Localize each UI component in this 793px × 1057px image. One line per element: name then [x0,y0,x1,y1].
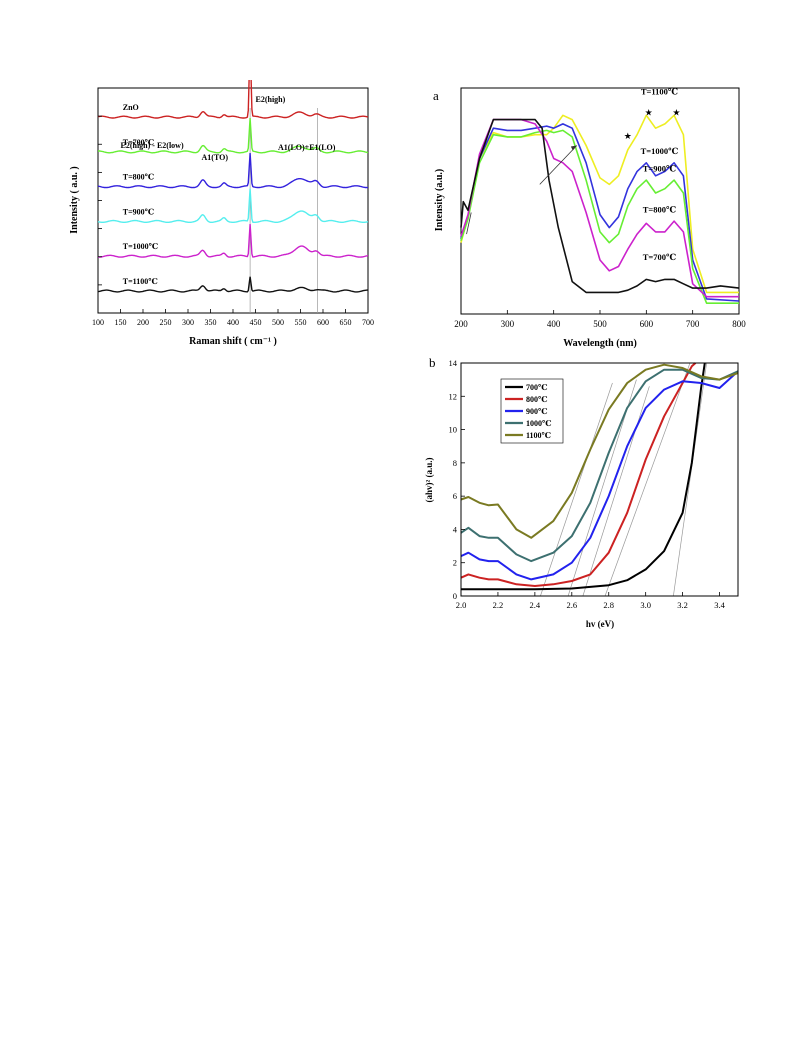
tauc-y-tick-label: 12 [449,391,458,401]
tauc-y-tick-label: 2 [453,558,457,568]
raman-series-t-1100 [97,276,368,293]
absorbance-peak-star: ★ [672,107,680,117]
tauc-y-tick-label: 8 [453,458,457,468]
tauc-plot-frame [460,362,739,597]
raman-x-tick-label: 550 [295,318,307,327]
tauc-series-900 [460,370,739,581]
tauc-y-tick-label: 4 [453,524,458,534]
tauc-y-tick-label: 0 [453,591,457,601]
tauc-y-tick-label: 10 [449,425,458,435]
raman-x-tick-label: 250 [160,318,172,327]
absorbance-plot: a T=1100℃ T=1000℃ T=900℃ T=800℃ T=700℃ ★ ★ ★ 20… [433,86,746,349]
absorbance-trend-arrow [466,212,472,235]
raman-chart: ZnO T=700℃ T=800℃ T=900℃ T=1000℃ T=1100℃ E2(hi… [60,41,380,360]
tauc-chart: b 700℃ 800℃ 900℃ 1000℃ 1100℃ 2.0 2.2 2.4 2.6 2.8… [424,355,755,635]
absorbance-series-t-700 [460,118,740,294]
absorbance-series-t-1100 [460,114,739,294]
raman-series-label: T=1000℃ [123,242,159,251]
raman-series-t-900 [97,188,369,223]
tauc-plot: b 700℃ 800℃ 900℃ 1000℃ 1100℃ 2.0 2.2 2.4 2.6 2.8… [424,355,739,629]
panel-label-b: b [429,355,436,370]
absorbance-peak-star: ★ [624,131,632,141]
tauc-legend-label: 1100℃ [526,431,552,440]
absorbance-y-axis-label: Intensity (a.u.) [434,169,445,232]
tauc-x-tick-label: 2.8 [603,600,614,610]
absorbance-x-axis-label: Wavelength (nm) [563,338,637,349]
tauc-tangent-line [673,362,707,597]
absorbance-series-label: T=700℃ [643,252,676,262]
tauc-series-1100 [460,363,739,539]
raman-series-label: T=700℃ [123,138,155,147]
raman-x-tick-label: 100 [92,318,104,327]
raman-series-t-1000 [98,224,369,258]
raman-series-label: T=900℃ [123,207,155,216]
raman-x-tick-label: 300 [182,318,194,327]
tauc-tangent-line [582,386,650,597]
tauc-series-700 [461,362,706,591]
raman-series-t-800 [97,152,369,189]
absorbance-series-t-900 [460,129,739,304]
raman-peak-label: E2(high) - E2(low) [121,141,184,150]
absorbance-series-t-1000 [460,123,740,302]
raman-y-axis-label: Intensity ( a.u. ) [69,166,80,234]
raman-peak-label: E2(high) [256,95,286,104]
tauc-y-tick-label: 14 [449,358,458,368]
absorbance-x-tick-label: 300 [501,319,515,329]
tauc-x-tick-label: 2.6 [566,600,577,610]
tauc-x-tick-label: 2.0 [456,600,467,610]
absorbance-x-tick-label: 500 [593,319,607,329]
tauc-y-axis-label: (ahv)² (a.u.) [425,458,434,503]
raman-series-label: T=800℃ [123,173,155,182]
absorbance-x-tick-label: 200 [454,319,468,329]
raman-x-tick-label: 500 [272,318,284,327]
absorbance-x-tick-label: 400 [547,319,561,329]
raman-x-tick-label: 350 [205,318,217,327]
tauc-tangent-line [540,382,613,597]
absorbance-x-tick-label: 800 [732,319,746,329]
raman-x-tick-label: 650 [340,318,352,327]
raman-x-tick-label: 700 [362,318,374,327]
raman-x-tick-label: 400 [227,318,239,327]
raman-x-tick-label: 450 [250,318,262,327]
tauc-legend-label: 700℃ [526,383,548,392]
absorbance-peak-star: ★ [645,107,653,117]
raman-series-zno [97,41,369,119]
absorbance-series-label: T=900℃ [643,163,676,173]
tauc-x-tick-label: 2.2 [493,600,504,610]
absorbance-series-label: T=1100℃ [641,86,678,96]
raman-x-axis-label: Raman shift ( cm⁻¹ ) [189,336,277,347]
tauc-x-tick-label: 3.4 [714,600,725,610]
raman-x-tick-label: 600 [317,318,329,327]
absorbance-series-label: T=800℃ [643,204,676,214]
raman-plot: ZnO T=700℃ T=800℃ T=900℃ T=1000℃ T=1100℃ E2(hi… [69,41,374,347]
raman-series-t-700 [98,117,369,154]
absorbance-arrowhead [570,145,577,151]
raman-peak-label: A1(LO)+E1(LO) [278,143,336,152]
raman-x-tick-label: 150 [115,318,127,327]
raman-x-tick-label: 200 [137,318,149,327]
absorbance-series-t-800 [460,118,739,298]
tauc-y-tick-label: 6 [453,491,457,501]
absorbance-series-label: T=1000℃ [641,146,679,156]
tauc-x-tick-label: 3.0 [640,600,651,610]
tauc-legend-label: 1000℃ [526,419,552,428]
panel-label-a: a [433,88,439,103]
tauc-series-800 [460,362,697,587]
tauc-x-tick-label: 2.4 [530,600,541,610]
absorbance-trend-arrow [539,145,578,185]
tauc-x-tick-label: 3.2 [677,600,688,610]
absorbance-x-tick-label: 700 [686,319,700,329]
raman-series-label: ZnO [123,103,139,112]
absorbance-chart: a T=1100℃ T=1000℃ T=900℃ T=800℃ T=700℃ ★ ★ ★ 20… [425,80,755,360]
tauc-series-1000 [460,368,739,563]
tauc-x-axis-label: hv (eV) [586,619,614,629]
tauc-legend-label: 900℃ [526,407,548,416]
tauc-legend-label: 800℃ [526,395,548,404]
tauc-tangent-line [604,362,691,597]
raman-peak-label: A1(TO) [202,153,229,162]
raman-series-label: T=1100℃ [123,277,158,286]
absorbance-x-tick-label: 600 [640,319,654,329]
